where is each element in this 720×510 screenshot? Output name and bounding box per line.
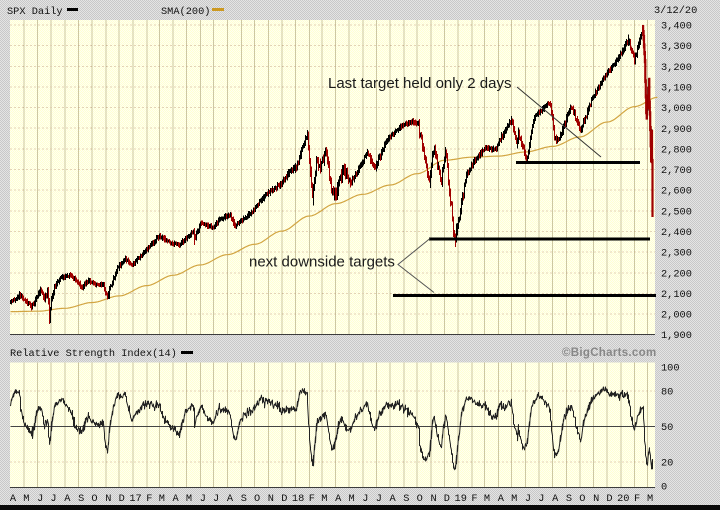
svg-text:20: 20 <box>617 493 629 505</box>
svg-text:©BigCharts.com: ©BigCharts.com <box>562 347 656 359</box>
svg-text:2,600: 2,600 <box>661 186 692 198</box>
svg-text:J: J <box>37 493 43 505</box>
svg-text:S: S <box>403 493 409 505</box>
svg-text:2,900: 2,900 <box>661 124 692 136</box>
svg-text:M: M <box>647 493 653 505</box>
svg-text:2,300: 2,300 <box>661 248 692 260</box>
svg-text:100: 100 <box>661 363 680 375</box>
svg-text:O: O <box>254 493 260 505</box>
svg-text:A: A <box>390 493 397 505</box>
svg-text:N: N <box>268 493 274 505</box>
svg-text:N: N <box>105 493 111 505</box>
svg-text:M: M <box>349 493 355 505</box>
svg-text:J: J <box>376 493 382 505</box>
svg-text:M: M <box>186 493 192 505</box>
svg-text:J: J <box>50 493 56 505</box>
svg-text:Relative Strength Index(14): Relative Strength Index(14) <box>10 348 177 360</box>
svg-text:A: A <box>498 493 505 505</box>
svg-text:O: O <box>417 493 423 505</box>
svg-text:Last target held only 2 days: Last target held only 2 days <box>328 75 511 92</box>
svg-text:A: A <box>552 493 559 505</box>
svg-text:SMA(200): SMA(200) <box>161 6 210 18</box>
svg-text:J: J <box>538 493 544 505</box>
svg-text:J: J <box>200 493 206 505</box>
svg-text:2,800: 2,800 <box>661 144 692 156</box>
svg-text:2,100: 2,100 <box>661 289 692 301</box>
svg-text:3,200: 3,200 <box>661 62 692 74</box>
svg-text:2,500: 2,500 <box>661 206 692 218</box>
svg-text:2,000: 2,000 <box>661 310 692 322</box>
svg-text:F: F <box>634 493 640 505</box>
svg-text:D: D <box>119 493 125 505</box>
svg-text:0: 0 <box>661 482 667 494</box>
svg-text:D: D <box>281 493 287 505</box>
svg-text:S: S <box>241 493 247 505</box>
svg-text:3,300: 3,300 <box>661 41 692 53</box>
svg-text:1,900: 1,900 <box>661 330 692 342</box>
svg-text:M: M <box>484 493 490 505</box>
svg-text:D: D <box>444 493 450 505</box>
svg-text:17: 17 <box>129 493 141 505</box>
svg-text:S: S <box>566 493 572 505</box>
svg-text:20: 20 <box>661 458 673 470</box>
svg-text:2,400: 2,400 <box>661 227 692 239</box>
svg-text:O: O <box>91 493 97 505</box>
svg-text:F: F <box>309 493 315 505</box>
svg-text:J: J <box>362 493 368 505</box>
svg-text:18: 18 <box>292 493 304 505</box>
svg-text:F: F <box>146 493 152 505</box>
svg-text:2,200: 2,200 <box>661 268 692 280</box>
svg-text:A: A <box>335 493 342 505</box>
svg-text:3,400: 3,400 <box>661 21 692 33</box>
svg-text:M: M <box>23 493 29 505</box>
svg-text:19: 19 <box>455 493 467 505</box>
svg-text:O: O <box>579 493 585 505</box>
svg-text:A: A <box>10 493 17 505</box>
svg-text:80: 80 <box>661 387 673 399</box>
svg-text:N: N <box>593 493 599 505</box>
svg-text:A: A <box>173 493 180 505</box>
svg-text:3/12/20: 3/12/20 <box>654 5 697 17</box>
svg-text:J: J <box>525 493 531 505</box>
svg-text:next downside targets: next downside targets <box>249 254 395 271</box>
svg-text:3,100: 3,100 <box>661 82 692 94</box>
svg-text:A: A <box>64 493 71 505</box>
svg-text:M: M <box>511 493 517 505</box>
svg-text:50: 50 <box>661 422 673 434</box>
svg-text:N: N <box>431 493 437 505</box>
svg-text:D: D <box>606 493 612 505</box>
svg-text:3,000: 3,000 <box>661 103 692 115</box>
svg-text:M: M <box>321 493 327 505</box>
svg-text:A: A <box>227 493 234 505</box>
svg-text:SPX Daily: SPX Daily <box>7 6 63 18</box>
svg-text:J: J <box>213 493 219 505</box>
svg-text:F: F <box>471 493 477 505</box>
svg-text:M: M <box>159 493 165 505</box>
svg-text:S: S <box>78 493 84 505</box>
svg-text:2,700: 2,700 <box>661 165 692 177</box>
